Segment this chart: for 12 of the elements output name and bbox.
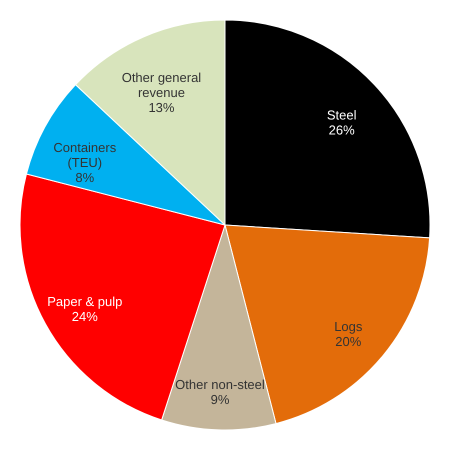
data-label: 9% bbox=[210, 392, 230, 407]
slice-label: Other non-steel bbox=[175, 376, 265, 392]
data-label: 8% bbox=[75, 170, 95, 185]
slice-label: Paper & pulp bbox=[47, 294, 122, 310]
data-label: 26% bbox=[328, 122, 356, 138]
data-label: 20% bbox=[335, 334, 362, 349]
slice-label: Logs bbox=[334, 318, 363, 334]
slice-label: Steel bbox=[326, 107, 357, 122]
data-label: 24% bbox=[72, 309, 98, 324]
slice-label: Other general revenue bbox=[122, 70, 202, 100]
data-label: 13% bbox=[148, 100, 175, 116]
slice-label: Containers (TEU) bbox=[53, 140, 117, 170]
